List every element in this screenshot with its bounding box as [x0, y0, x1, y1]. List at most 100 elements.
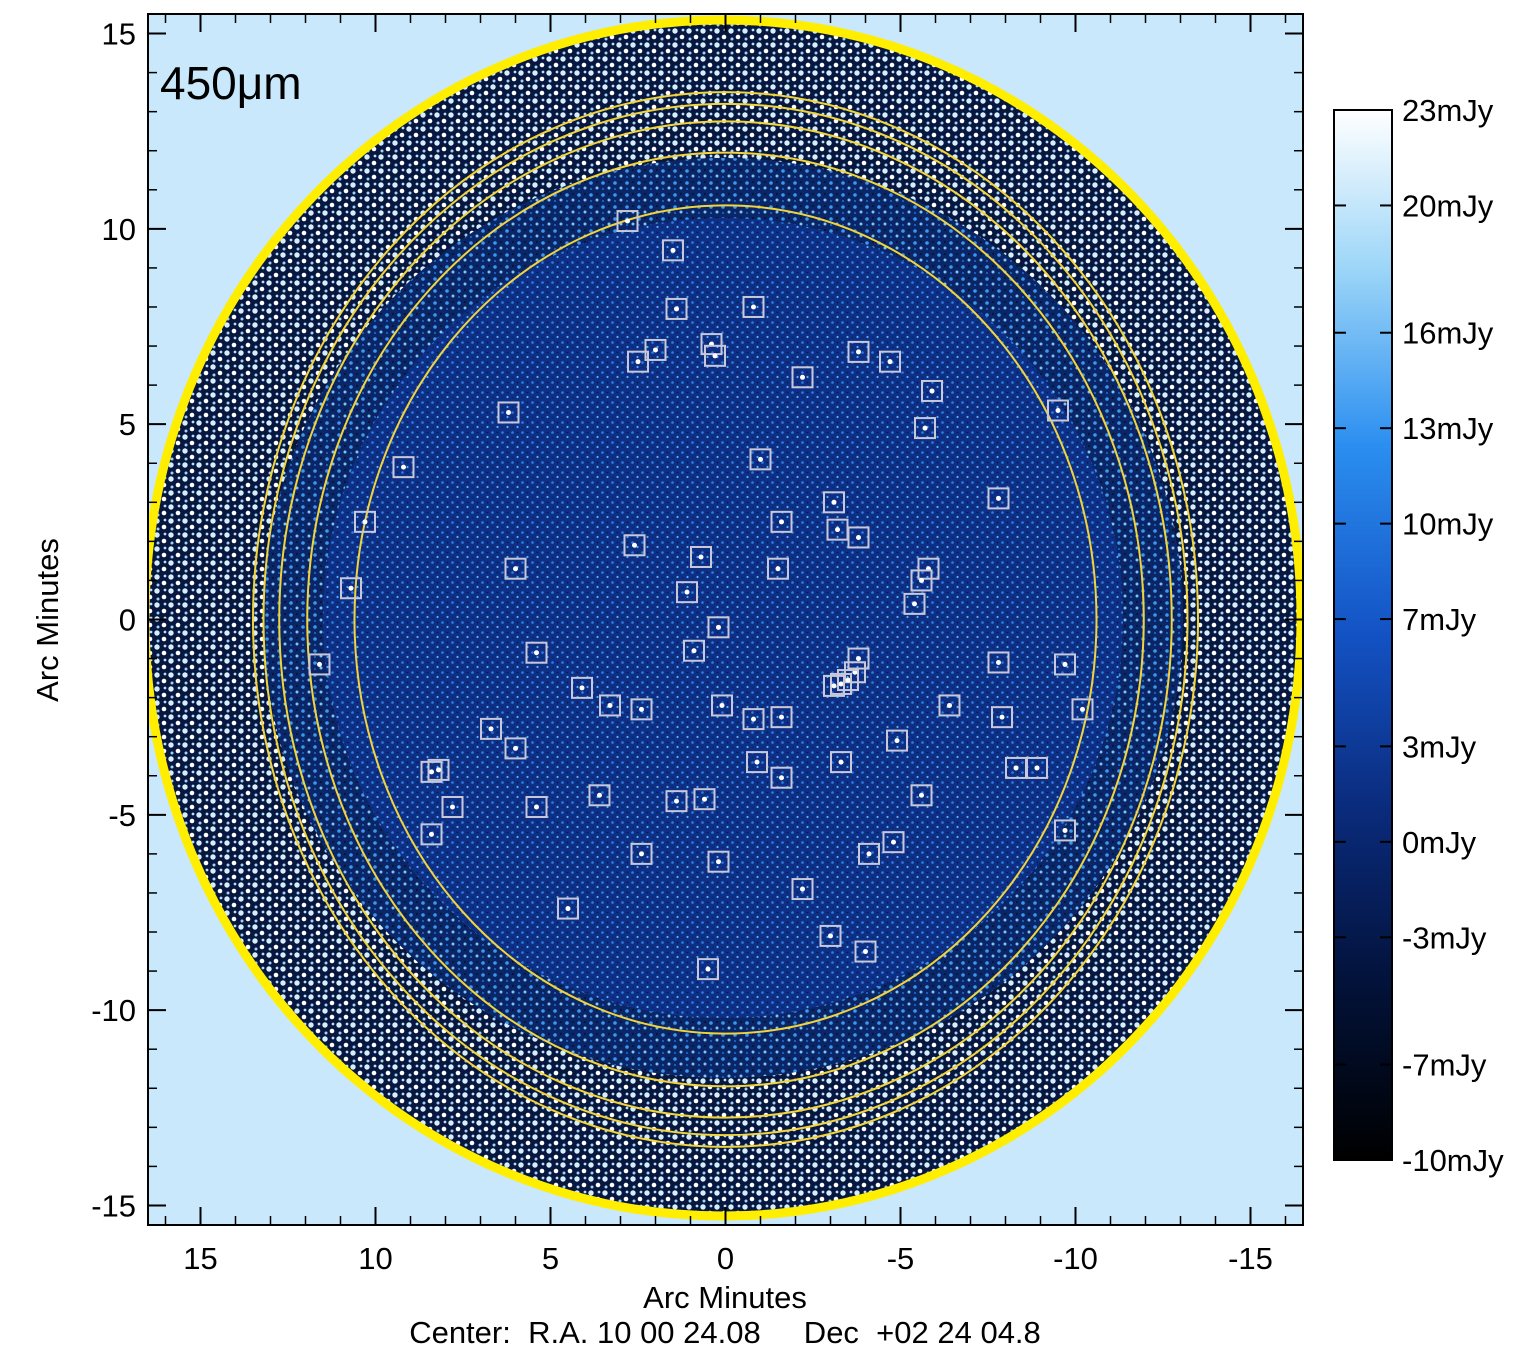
- axis-tick-labels: 15 10 5 0 -5 -10 -15 15 10 5 0 -5 -10 -15: [91, 17, 1273, 1276]
- source-point: [800, 886, 805, 892]
- source-point: [919, 577, 924, 583]
- source-box: [1054, 819, 1076, 842]
- source-point: [716, 624, 721, 630]
- source-box: [704, 344, 726, 367]
- colorbar-label: 23mJy: [1402, 93, 1494, 128]
- source-box: [497, 401, 520, 424]
- y-tick-label: 15: [102, 17, 136, 52]
- colorbar-label: 13mJy: [1402, 411, 1494, 446]
- source-point: [863, 949, 868, 955]
- source-point: [632, 542, 637, 548]
- source-box: [616, 210, 639, 233]
- source-point: [996, 659, 1001, 665]
- source-box: [525, 796, 548, 819]
- source-point: [1055, 408, 1061, 414]
- source-box: [830, 672, 852, 695]
- source-point: [698, 554, 704, 560]
- colorbar-label: 7mJy: [1402, 602, 1477, 637]
- source-point: [684, 589, 690, 595]
- source-point: [751, 716, 756, 722]
- source-box: [504, 737, 527, 760]
- source-box: [770, 706, 793, 729]
- source-box: [854, 940, 877, 963]
- source-box: [665, 790, 688, 813]
- source-box: [427, 758, 450, 781]
- source-point: [922, 425, 928, 431]
- source-box: [858, 842, 880, 865]
- source-box: [441, 796, 464, 819]
- source-point: [1062, 661, 1068, 667]
- source-box: [340, 577, 362, 600]
- x-axis-title: Arc Minutes: [643, 1280, 807, 1315]
- source-point: [565, 906, 571, 912]
- source-point: [866, 851, 872, 857]
- source-point: [719, 702, 725, 708]
- source-box: [644, 338, 667, 361]
- source-point: [670, 247, 676, 253]
- source-point: [513, 745, 518, 751]
- y-tick-label: -10: [91, 993, 136, 1028]
- source-box: [683, 639, 705, 662]
- source-box: [987, 487, 1010, 510]
- colorbar-label: -10mJy: [1402, 1143, 1504, 1178]
- source-box: [879, 350, 901, 373]
- x-tick-label: 10: [358, 1241, 392, 1276]
- coverage-contours: [252, 91, 1199, 1148]
- source-point: [856, 656, 861, 662]
- coverage-contour: [262, 102, 1189, 1137]
- footer-center-coords: Center: R.A. 10 00 24.08 Dec +02 24 04.8: [409, 1315, 1041, 1350]
- source-point: [702, 796, 707, 802]
- source-point: [691, 648, 697, 654]
- source-box: [742, 708, 765, 731]
- source-box: [749, 448, 772, 471]
- source-box: [819, 924, 842, 947]
- source-box: [903, 592, 926, 615]
- source-point: [705, 966, 711, 972]
- source-point: [607, 702, 613, 708]
- source-box: [504, 557, 527, 580]
- source-box: [882, 831, 905, 854]
- source-point: [716, 859, 721, 865]
- source-box: [1026, 756, 1048, 779]
- source-box: [630, 842, 653, 865]
- source-point: [579, 685, 585, 691]
- y-tick-label: 10: [102, 212, 136, 247]
- source-box: [938, 694, 961, 717]
- source-box: [599, 694, 621, 717]
- source-box: [700, 333, 723, 356]
- source-box: [630, 698, 653, 721]
- source-box: [557, 897, 579, 920]
- source-box: [623, 534, 646, 557]
- source-box: [588, 784, 611, 807]
- y-axis-title: Arc Minutes: [30, 538, 65, 702]
- source-box: [690, 545, 712, 568]
- source-point: [513, 566, 518, 572]
- source-point: [838, 681, 844, 687]
- y-tick-label: -15: [91, 1188, 136, 1223]
- source-point: [635, 359, 641, 365]
- coverage-contour: [278, 120, 1173, 1119]
- coverage-contour: [306, 151, 1145, 1088]
- source-point: [674, 798, 679, 804]
- source-box: [707, 850, 730, 873]
- coverage-contour: [252, 91, 1199, 1148]
- source-point: [800, 374, 805, 380]
- source-box: [392, 456, 415, 479]
- source-box: [823, 674, 845, 697]
- source-point: [779, 519, 784, 525]
- source-box: [746, 751, 768, 774]
- source-point: [674, 306, 679, 312]
- source-point: [597, 792, 602, 798]
- source-point: [779, 714, 784, 720]
- source-point: [1062, 827, 1068, 833]
- source-point: [1034, 765, 1040, 771]
- source-point: [429, 769, 434, 775]
- coverage-contour: [353, 204, 1098, 1035]
- map-edge: [148, 15, 1303, 1221]
- source-point: [891, 839, 896, 845]
- source-box: [1054, 653, 1076, 676]
- colorbar-labels: 23mJy 20mJy 16mJy 13mJy 10mJy 7mJy 3mJy 0mJy -3m…: [1402, 93, 1504, 1178]
- colorbar-label: 16mJy: [1402, 316, 1494, 351]
- x-tick-label: 0: [717, 1241, 734, 1276]
